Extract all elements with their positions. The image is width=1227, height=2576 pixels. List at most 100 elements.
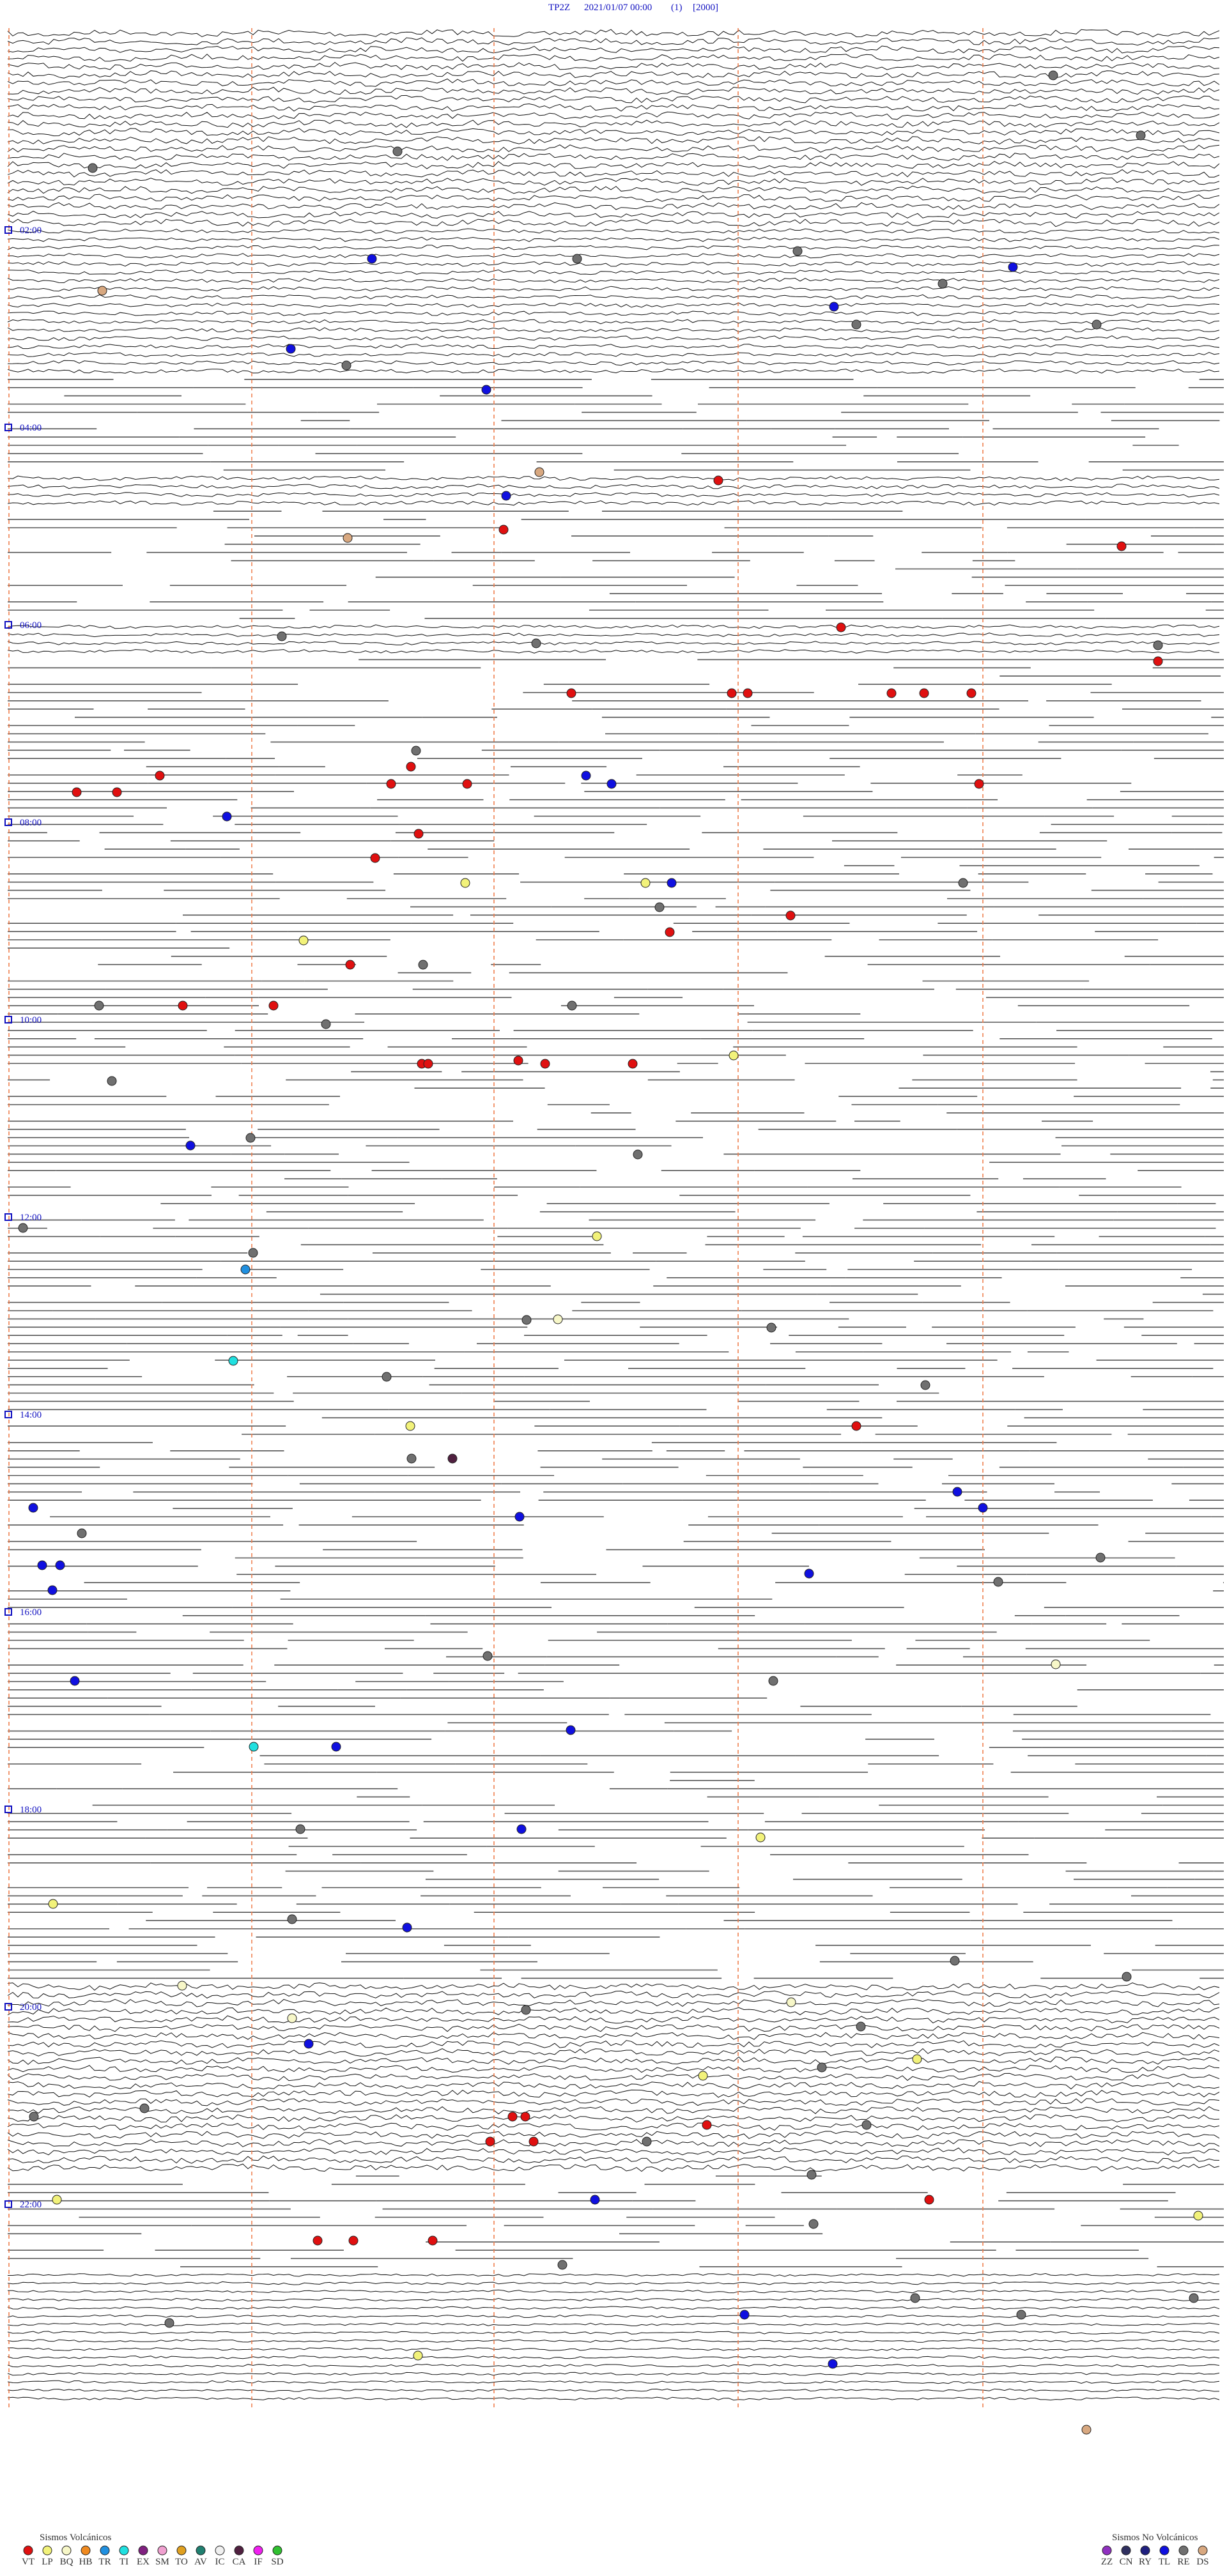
waveform [7,261,1220,267]
event-marker [766,1322,776,1333]
legend-title: Sismos Volcánicos [40,2533,112,2543]
legend-code: HB [79,2557,93,2567]
legend-marker [138,2545,148,2556]
waveform [7,2306,1220,2310]
hour-bracket [4,621,12,629]
event-marker [566,688,576,698]
waveform [7,327,1220,333]
event-marker [348,2235,359,2246]
waveform [7,1998,1220,2007]
event-marker [886,688,897,698]
hour-label: 14:00 [20,1410,42,1420]
event-marker [367,254,377,264]
hour-bracket [4,1016,12,1023]
waveform [7,2322,1220,2327]
waveform [8,492,1220,498]
event-marker [786,1997,796,2007]
waveform [7,136,1220,145]
event-marker [423,1059,433,1069]
waveform [7,624,1220,629]
legend-code: AV [194,2557,207,2567]
event-marker [1092,319,1102,330]
event-marker [531,638,541,648]
event-marker [806,2170,817,2180]
event-marker [413,829,424,839]
event-marker [94,1000,104,1011]
waveform [7,119,1220,128]
waveform [7,54,1220,62]
datetime: 2021/01/07 00:00 [584,3,652,13]
legend-code: CN [1120,2557,1133,2567]
waveform [7,95,1220,103]
hour-label: 10:00 [20,1015,42,1025]
event-marker [185,1140,196,1151]
event-marker [567,1000,577,1011]
legend-code: SM [155,2557,169,2567]
waveform [7,144,1220,153]
event-marker [516,1824,527,1834]
event-marker [836,622,846,632]
legend-code: ZZ [1101,2557,1113,2567]
hour-label: 12:00 [20,1213,42,1223]
legend-code: BQ [60,2557,73,2567]
legend-marker [1102,2545,1112,2556]
event-marker [331,1742,341,1752]
waveform [7,2131,1220,2139]
event-marker [654,902,665,912]
hour-bracket [4,1213,12,1221]
legend-marker [1159,2545,1169,2556]
event-marker [287,2013,297,2023]
legend-code: TO [175,2557,188,2567]
event-marker [462,779,472,789]
event-marker [428,2235,438,2246]
event-marker [178,1000,188,1011]
waveform [7,2289,1220,2294]
waveform [7,2297,1220,2302]
waveform [7,2023,1220,2032]
channel: (1) [671,3,683,13]
event-marker [411,746,421,756]
event-marker [48,1899,58,1909]
waveform [7,2155,1220,2164]
event-marker [28,1503,38,1513]
event-marker [702,2120,712,2130]
waveform [7,475,1220,481]
hour-labels: 02:00 04:00 06:00 08:00 10:00 12:00 14:00 16:00… [4,226,42,2210]
event-marker [240,1264,251,1275]
event-marker [727,688,737,698]
waveform [7,185,1220,194]
waveform [7,2032,1220,2040]
waveform [7,2048,1220,2057]
event-marker [1016,2310,1026,2320]
event-marker [665,927,675,937]
hour-label: 22:00 [20,2200,42,2210]
event-marker [222,811,232,822]
event-marker [529,2136,539,2147]
event-marker [482,1651,493,1661]
waveform [7,484,1220,489]
waveform [7,2281,1220,2285]
events [18,70,1203,2435]
waveform [7,86,1220,95]
legend-marker [100,2545,110,2556]
legend-marker [23,2545,33,2556]
event-marker [460,878,470,888]
event-marker [553,1314,563,1324]
event-marker [139,2103,150,2113]
event-marker [245,1133,256,1143]
waveform [7,2007,1220,2016]
waveform [7,2089,1220,2098]
hour-bracket [4,226,12,234]
event-marker [828,2359,838,2369]
legend-marker [234,2545,244,2556]
legend-marker [1121,2545,1131,2556]
hour-label: 06:00 [20,620,42,631]
event-marker [950,1956,960,1966]
hour-bracket [4,1608,12,1616]
waveform [7,2064,1220,2073]
event-marker [606,779,617,789]
event-marker [590,2195,600,2205]
hour-bracket [4,2200,12,2208]
event-marker [164,2318,174,2328]
waveform [7,2347,1219,2351]
